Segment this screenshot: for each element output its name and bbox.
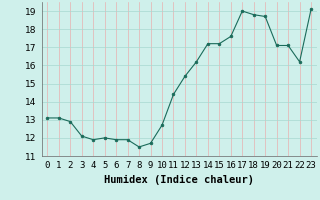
X-axis label: Humidex (Indice chaleur): Humidex (Indice chaleur) bbox=[104, 175, 254, 185]
